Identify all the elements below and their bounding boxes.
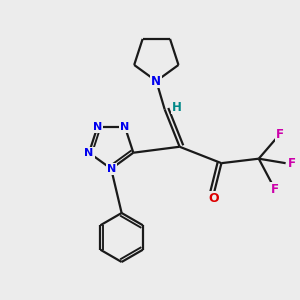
Text: F: F [271,183,279,196]
Text: O: O [208,192,219,205]
Text: N: N [93,122,102,132]
Text: F: F [276,128,284,141]
Text: N: N [151,75,161,88]
Text: N: N [84,148,94,158]
Text: N: N [106,164,116,174]
Text: N: N [120,122,130,132]
Text: F: F [288,157,296,170]
Text: H: H [172,100,182,113]
